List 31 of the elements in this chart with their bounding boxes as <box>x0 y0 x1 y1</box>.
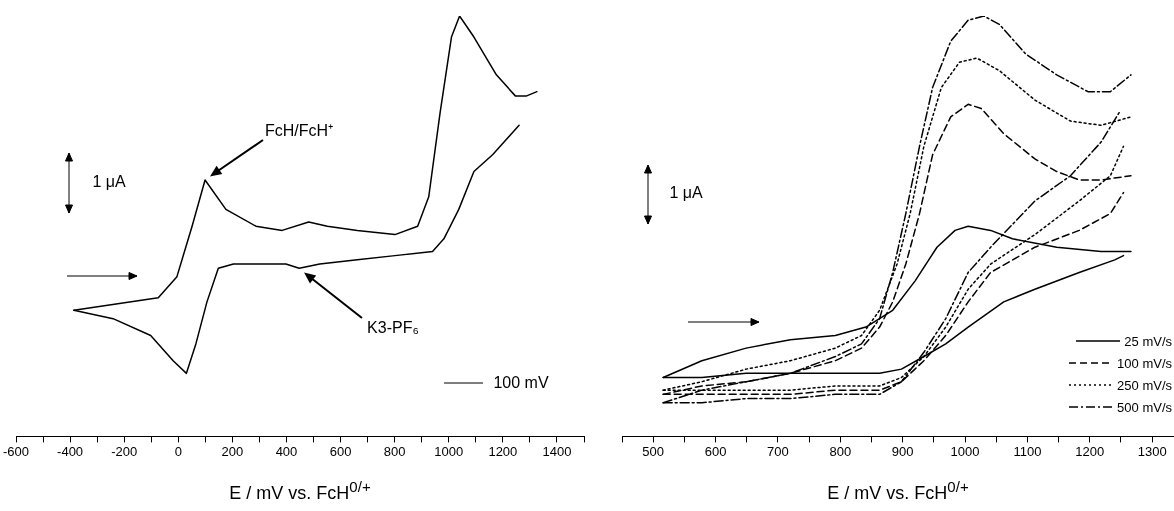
x-tick-label: 1400 <box>542 443 572 459</box>
legend-label: 500 mV/s <box>1117 399 1172 415</box>
x-tick-label: 600 <box>704 443 727 459</box>
annotation: 1 μA <box>92 173 126 191</box>
x-tick-label: 500 <box>642 443 665 459</box>
x-axis-title: E / mV vs. FcH$^{0/+}$ <box>827 478 969 504</box>
x-tick-label: 1100 <box>1013 443 1042 459</box>
x-tick-label: 1200 <box>1075 443 1105 459</box>
annotation: 100 mV <box>493 374 549 392</box>
x-tick-label: -600 <box>2 443 30 459</box>
x-tick-label: 800 <box>829 443 852 459</box>
legend-label: 250 mV/s <box>1117 377 1172 393</box>
x-tick-label: 0 <box>174 443 182 459</box>
x-tick-label: -400 <box>57 443 84 459</box>
x-tick-label: 1200 <box>488 443 518 459</box>
legend-label: 100 mV/s <box>1117 355 1172 371</box>
x-tick-label: 1000 <box>434 443 464 459</box>
x-tick-label: 700 <box>767 443 789 459</box>
x-tick-label: 800 <box>383 443 406 459</box>
annotation: FcH/FcH⁺ <box>265 120 334 141</box>
x-tick-label: -200 <box>111 443 138 459</box>
x-tick-label: 1000 <box>950 443 980 459</box>
annotation: 1 μA <box>669 184 703 202</box>
x-tick-label: 900 <box>891 443 914 459</box>
x-tick-label: 600 <box>329 443 352 459</box>
x-axis-title: E / mV vs. FcH$^{0/+}$ <box>229 478 371 504</box>
x-tick-label: 200 <box>221 443 244 459</box>
legend-label: 25 mV/s <box>1124 333 1172 349</box>
x-tick-label: 400 <box>275 443 298 459</box>
x-tick-label: 1300 <box>1137 443 1167 459</box>
annotation: K3-PF₆ <box>367 319 419 338</box>
